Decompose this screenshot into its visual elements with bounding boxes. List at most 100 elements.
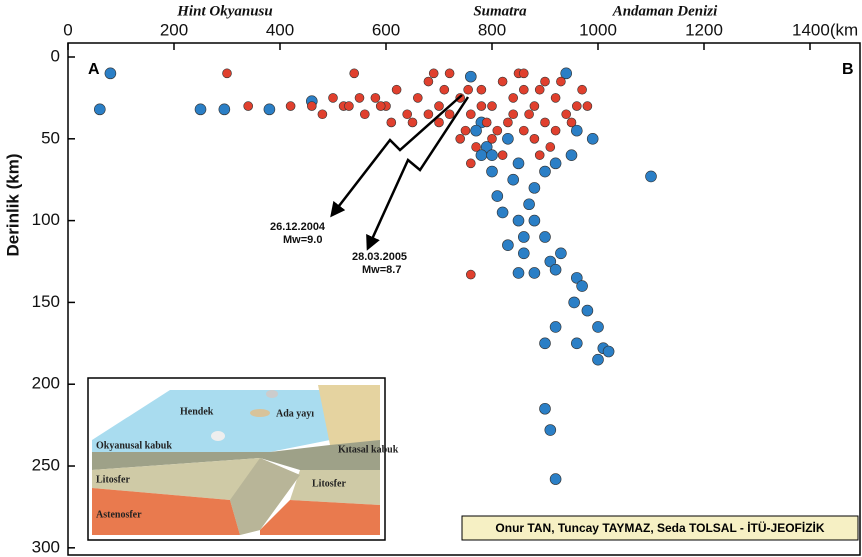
point xyxy=(556,77,565,86)
inset-label: Okyanusal kabuk xyxy=(96,440,172,451)
point xyxy=(488,134,497,143)
y-axis-label: Derinlik (km) xyxy=(3,154,22,257)
point xyxy=(392,85,401,94)
point xyxy=(513,158,524,169)
point xyxy=(541,77,550,86)
y-tick-label: 50 xyxy=(41,128,60,147)
point xyxy=(550,158,561,169)
point xyxy=(408,118,417,127)
y-tick-label: 300 xyxy=(32,537,60,556)
point xyxy=(477,85,486,94)
point xyxy=(529,267,540,278)
point xyxy=(519,85,528,94)
point xyxy=(465,71,476,82)
point xyxy=(445,69,454,78)
point xyxy=(529,215,540,226)
point xyxy=(541,118,550,127)
inset-label: Kıtasal kabuk xyxy=(338,444,399,455)
point xyxy=(307,102,316,111)
point xyxy=(435,102,444,111)
x-tick-label: 400 xyxy=(266,20,294,39)
inset-label: Astenosfer xyxy=(96,509,142,520)
point xyxy=(508,174,519,185)
point xyxy=(482,118,491,127)
point xyxy=(550,474,561,485)
point xyxy=(503,118,512,127)
point xyxy=(424,110,433,119)
point xyxy=(603,346,614,357)
point xyxy=(551,93,560,102)
event-magnitude: Mw=8.7 xyxy=(362,264,401,276)
inset-label: Litosfer xyxy=(96,474,130,485)
point xyxy=(518,231,529,242)
point xyxy=(487,150,498,161)
point xyxy=(555,248,566,259)
point xyxy=(519,69,528,78)
point xyxy=(472,142,481,151)
chart: Derinlik (km) A B 26.12.2004 Mw=9.0 28.0… xyxy=(0,0,862,557)
point xyxy=(509,110,518,119)
point xyxy=(456,134,465,143)
point xyxy=(572,102,581,111)
x-tick-label: 0 xyxy=(63,20,72,39)
point xyxy=(529,182,540,193)
y-tick-label: 0 xyxy=(51,46,60,65)
point xyxy=(577,281,588,292)
point xyxy=(530,102,539,111)
point xyxy=(413,93,422,102)
point xyxy=(535,151,544,160)
point xyxy=(461,126,470,135)
point xyxy=(525,110,534,119)
credit: Onur TAN, Tuncay TAYMAZ, Seda TOLSAL - İ… xyxy=(495,520,824,535)
corner-label: B xyxy=(842,61,854,78)
point xyxy=(344,102,353,111)
point xyxy=(550,264,561,275)
point xyxy=(471,125,482,136)
point xyxy=(497,207,508,218)
point xyxy=(466,159,475,168)
inset-diagram: Hendek Ada yayı Okyanusal kabuk Kıtasal … xyxy=(88,378,399,540)
point xyxy=(498,77,507,86)
point xyxy=(355,93,364,102)
point xyxy=(488,102,497,111)
point xyxy=(583,102,592,111)
x-tick-label: 1200 xyxy=(685,20,723,39)
x-tick-label: 800 xyxy=(478,20,506,39)
x-tick-label: 200 xyxy=(160,20,188,39)
point xyxy=(371,93,380,102)
point xyxy=(350,69,359,78)
point xyxy=(318,110,327,119)
point xyxy=(466,270,475,279)
point xyxy=(223,69,232,78)
x-tick-label: 1000 xyxy=(579,20,617,39)
point xyxy=(519,126,528,135)
point xyxy=(593,321,604,332)
point xyxy=(535,85,544,94)
point xyxy=(219,104,230,115)
point xyxy=(387,118,396,127)
point xyxy=(445,110,454,119)
point xyxy=(646,171,657,182)
region-label: Hint Okyanusu xyxy=(176,3,272,19)
point xyxy=(566,150,577,161)
point xyxy=(546,142,555,151)
point xyxy=(487,166,498,177)
point xyxy=(286,102,295,111)
point xyxy=(593,354,604,365)
x-tick-label: 600 xyxy=(372,20,400,39)
corner-label: A xyxy=(88,61,100,78)
inset-label: Ada yayı xyxy=(276,408,314,419)
point xyxy=(562,110,571,119)
event-date: 28.03.2005 xyxy=(352,251,407,263)
point xyxy=(513,215,524,226)
point xyxy=(403,110,412,119)
point xyxy=(530,134,539,143)
point xyxy=(578,85,587,94)
point xyxy=(329,93,338,102)
event-date: 26.12.2004 xyxy=(270,221,326,233)
point xyxy=(540,403,551,414)
point xyxy=(424,77,433,86)
y-tick-label: 100 xyxy=(32,210,60,229)
point xyxy=(429,69,438,78)
point xyxy=(492,191,503,202)
